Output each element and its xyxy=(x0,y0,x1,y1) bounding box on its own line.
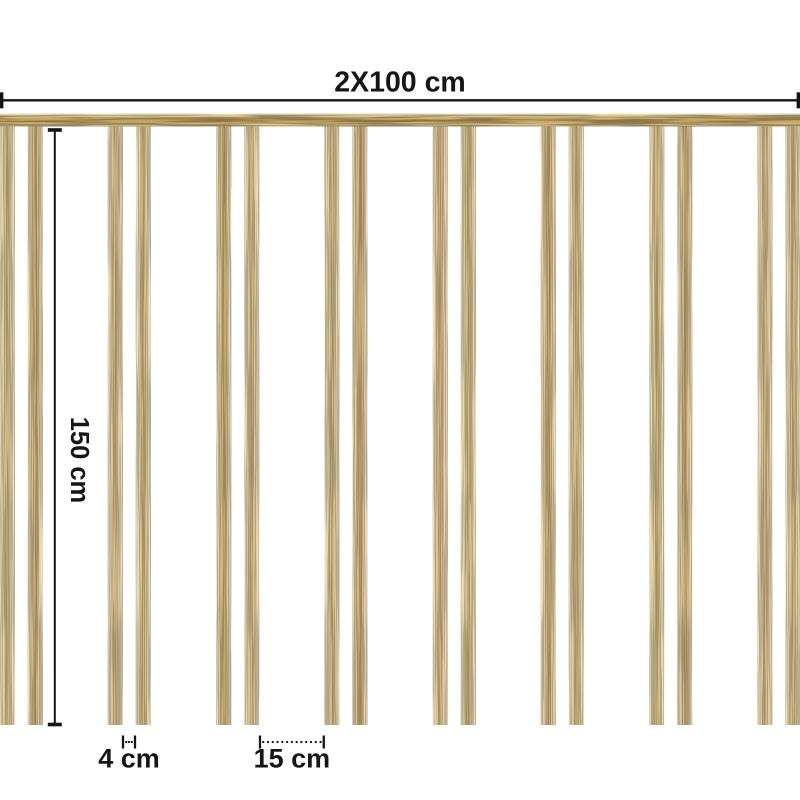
svg-text:4 cm: 4 cm xyxy=(98,744,160,774)
svg-text:2X100 cm: 2X100 cm xyxy=(334,66,466,98)
svg-text:15 cm: 15 cm xyxy=(254,744,331,774)
svg-text:150 cm: 150 cm xyxy=(65,417,93,504)
